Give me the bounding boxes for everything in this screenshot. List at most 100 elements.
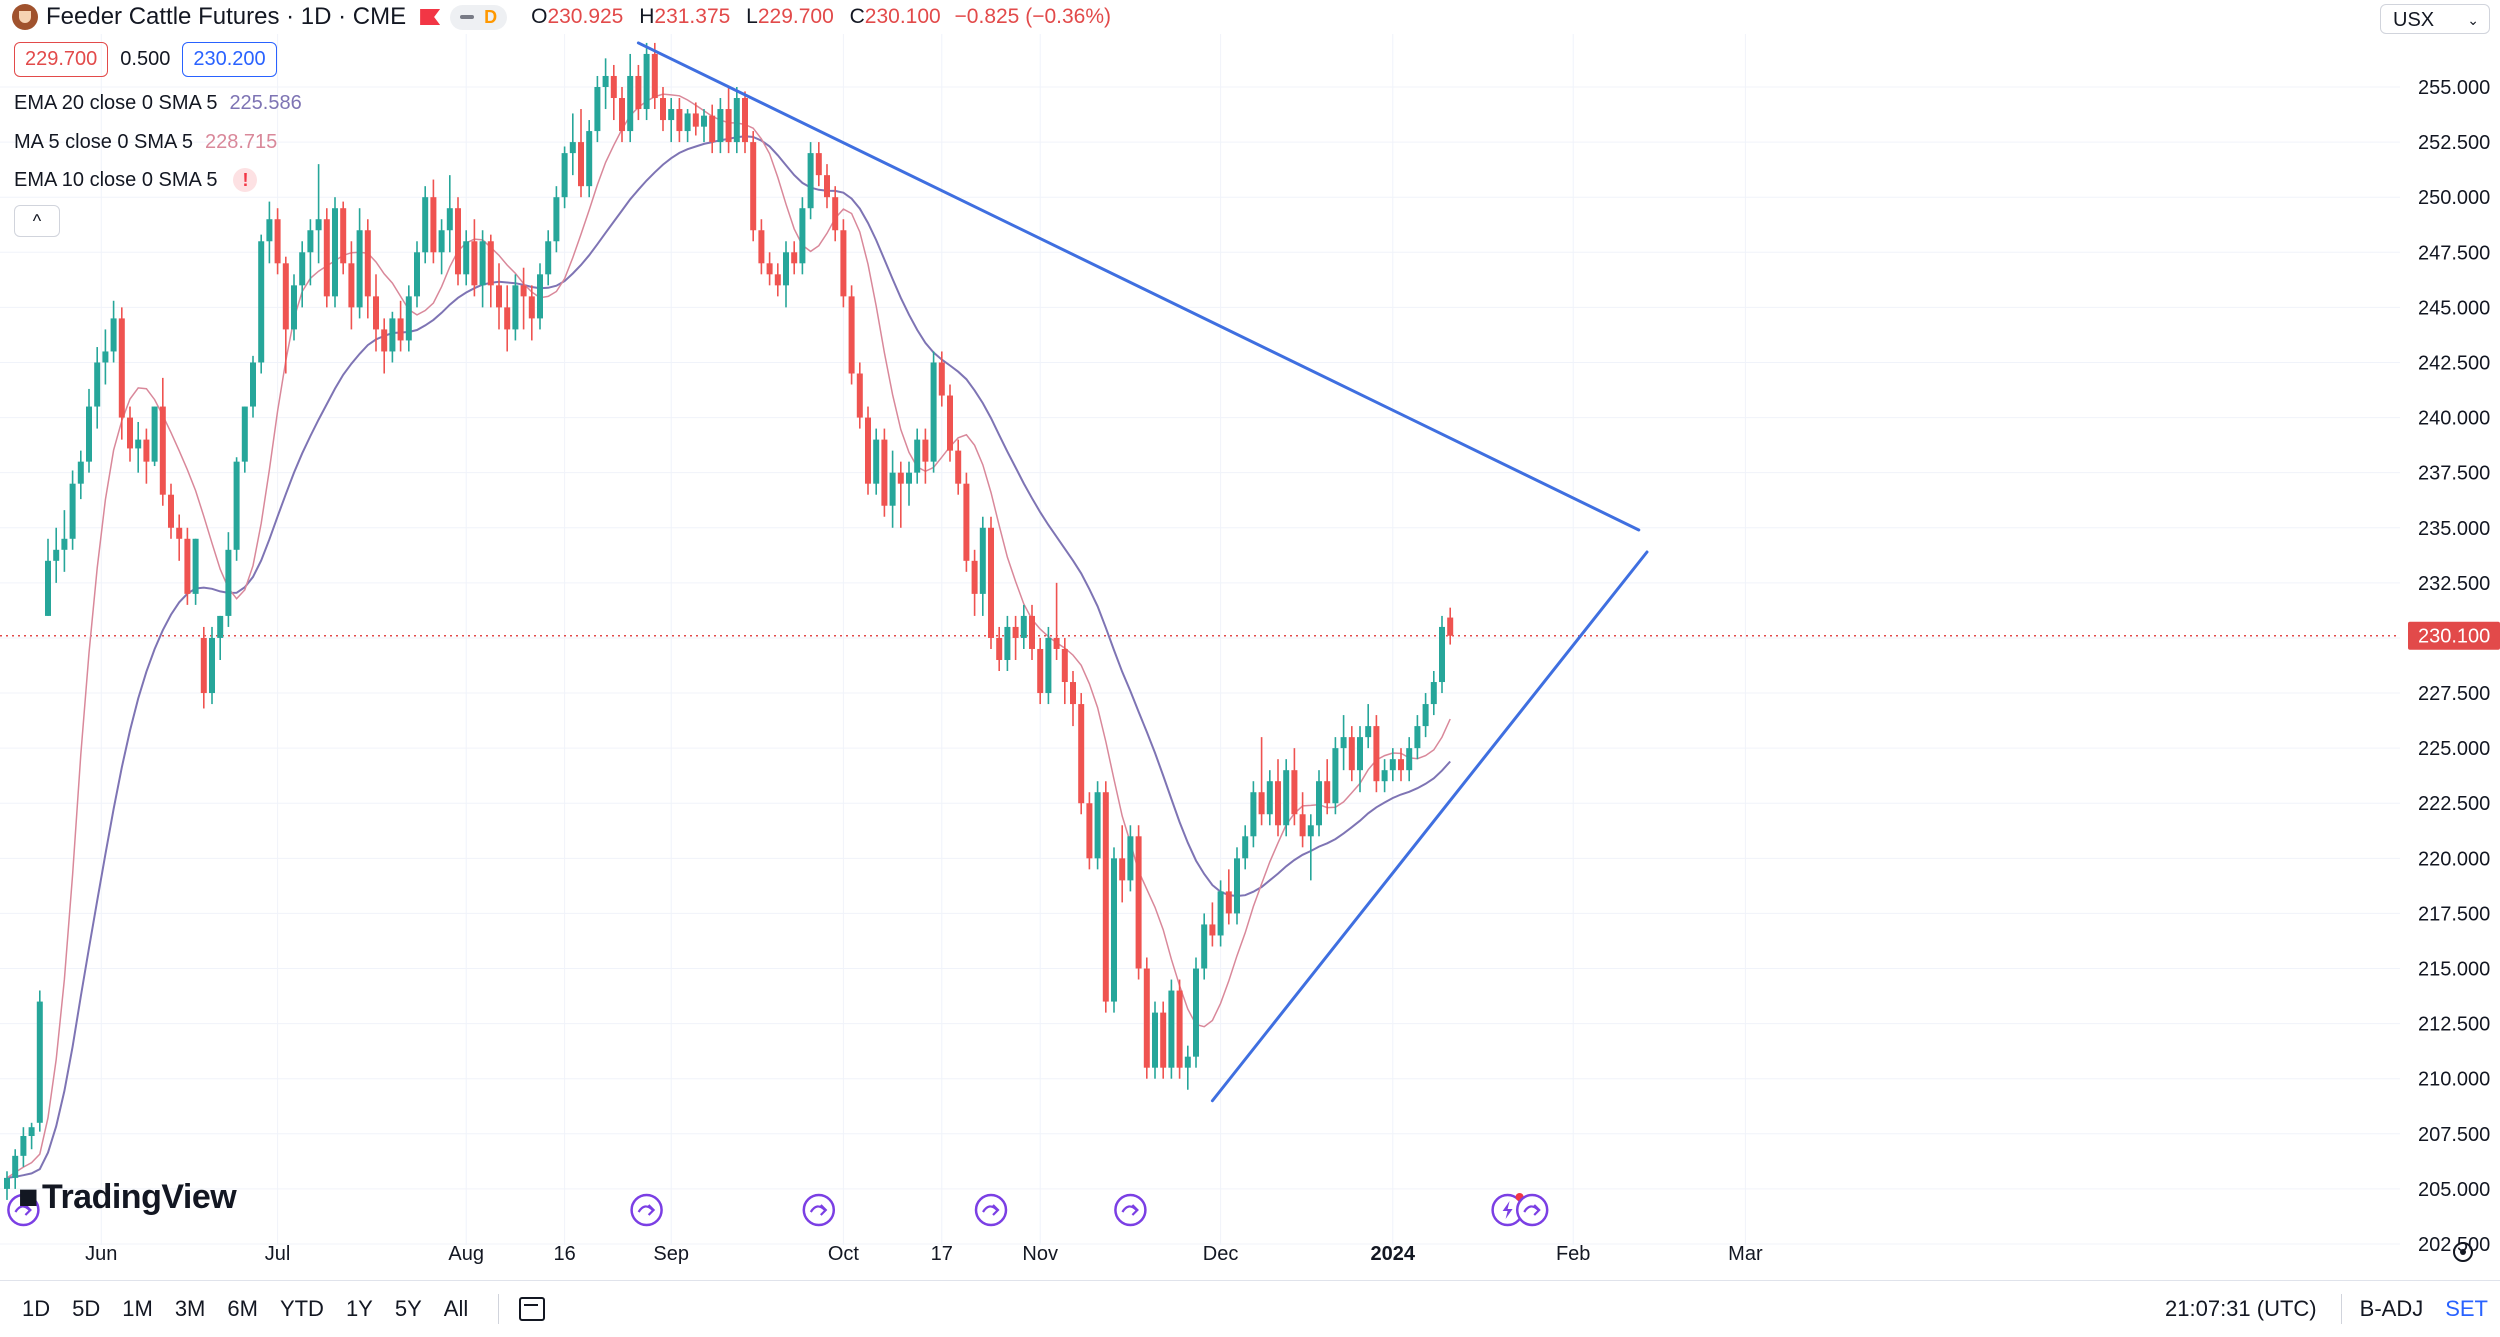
candle[interactable] [840,219,847,308]
timeframe-ytd[interactable]: YTD [279,1296,324,1321]
candle[interactable] [28,1122,35,1150]
candle[interactable] [856,362,863,429]
indicator-ema20[interactable]: EMA 20 close 0 SMA 5 225.586 [14,92,302,115]
candle[interactable] [94,347,101,429]
candle[interactable] [250,355,256,418]
candle[interactable] [512,274,519,341]
candle[interactable] [86,388,92,473]
candle[interactable] [143,428,150,484]
dividend-arrow-icon[interactable] [630,1193,663,1227]
candle[interactable] [496,263,502,330]
candle[interactable] [463,230,470,286]
candle[interactable] [537,263,543,330]
candle[interactable] [717,98,724,154]
candle[interactable] [61,510,68,572]
go-to-date-icon[interactable] [519,1297,546,1321]
time-axis[interactable]: Jun Jul Aug 16 Sep Oct 17 Nov Dec 2024 Feb Mar [85,1243,1763,1265]
candle[interactable] [315,164,322,264]
candle[interactable] [545,230,552,286]
candle[interactable] [1160,1001,1167,1079]
candle[interactable] [750,131,757,242]
candle[interactable] [619,87,625,143]
candle[interactable] [1324,759,1331,815]
candle[interactable] [643,42,650,121]
candle[interactable] [168,483,174,539]
candle[interactable] [438,219,445,275]
trendline-support[interactable] [1210,550,1649,1103]
candle[interactable] [586,120,593,198]
candle[interactable] [20,1127,27,1167]
candle[interactable] [1135,825,1142,980]
timeframe-1y[interactable]: 1Y [345,1296,373,1321]
candle[interactable] [766,252,773,286]
price-axis[interactable]: 202.500205.000207.500210.000212.500215.0… [2418,77,2490,1256]
timeframe-5d[interactable]: 5D [72,1296,101,1321]
candle[interactable] [922,428,929,484]
candle[interactable] [561,146,568,209]
candle[interactable] [1242,825,1249,870]
candle[interactable] [340,201,347,275]
candle[interactable] [397,300,404,352]
candle[interactable] [635,64,642,121]
candle[interactable] [1389,748,1396,782]
candle[interactable] [332,197,338,308]
candle[interactable] [1291,748,1298,826]
candle[interactable] [963,472,970,572]
candle[interactable] [1012,615,1019,660]
candle[interactable] [184,527,191,605]
dividend-arrow-icon[interactable] [802,1193,836,1227]
candle[interactable] [758,219,765,275]
candle[interactable] [1340,715,1347,771]
timeframe-all[interactable]: All [443,1296,469,1321]
candle[interactable] [373,274,379,352]
candle[interactable] [955,439,962,495]
candle[interactable] [1258,737,1265,826]
candle[interactable] [725,87,732,154]
candle[interactable] [692,102,699,136]
candle[interactable] [1184,1045,1191,1090]
candle[interactable] [906,461,912,506]
candle[interactable] [938,351,945,407]
candle[interactable] [594,75,601,143]
candle[interactable] [742,91,748,154]
candle[interactable] [77,450,84,500]
back-adjust-toggle[interactable]: B-ADJ [2359,1296,2424,1321]
candle[interactable] [1176,979,1183,1079]
candle[interactable] [1307,814,1314,881]
candle[interactable] [1152,1001,1158,1079]
candle[interactable] [1201,913,1208,980]
candle[interactable] [127,406,133,462]
candle[interactable] [1029,604,1035,660]
candle[interactable] [1283,759,1290,837]
candle[interactable] [520,267,527,330]
candle[interactable] [291,274,297,341]
candle[interactable] [225,532,232,627]
candle[interactable] [1045,626,1052,705]
candle[interactable] [1168,979,1175,1079]
candle[interactable] [578,109,584,198]
candle[interactable] [69,470,76,550]
candle[interactable] [192,538,199,605]
candle[interactable] [389,311,396,363]
candle[interactable] [1061,637,1068,705]
candle[interactable] [323,208,330,308]
candle[interactable] [873,428,880,495]
candle[interactable] [151,406,158,467]
candle[interactable] [610,64,617,121]
candle[interactable] [1225,869,1232,925]
candle[interactable] [233,457,240,561]
currency-select[interactable]: USX ⌄ [2380,4,2490,34]
candle[interactable] [701,109,707,143]
candle[interactable] [110,300,117,363]
candle[interactable] [1078,693,1085,815]
candle[interactable] [815,142,822,187]
candle[interactable] [53,527,60,583]
candle[interactable] [1365,704,1372,749]
symbol-title[interactable]: Feeder Cattle Futures · 1D · CME [46,3,407,30]
candle[interactable] [897,461,904,528]
candle[interactable] [684,109,691,143]
candle[interactable] [430,179,437,264]
candle[interactable] [807,142,814,220]
axis-settings-icon[interactable] [2453,1242,2473,1262]
candle[interactable] [102,329,109,385]
